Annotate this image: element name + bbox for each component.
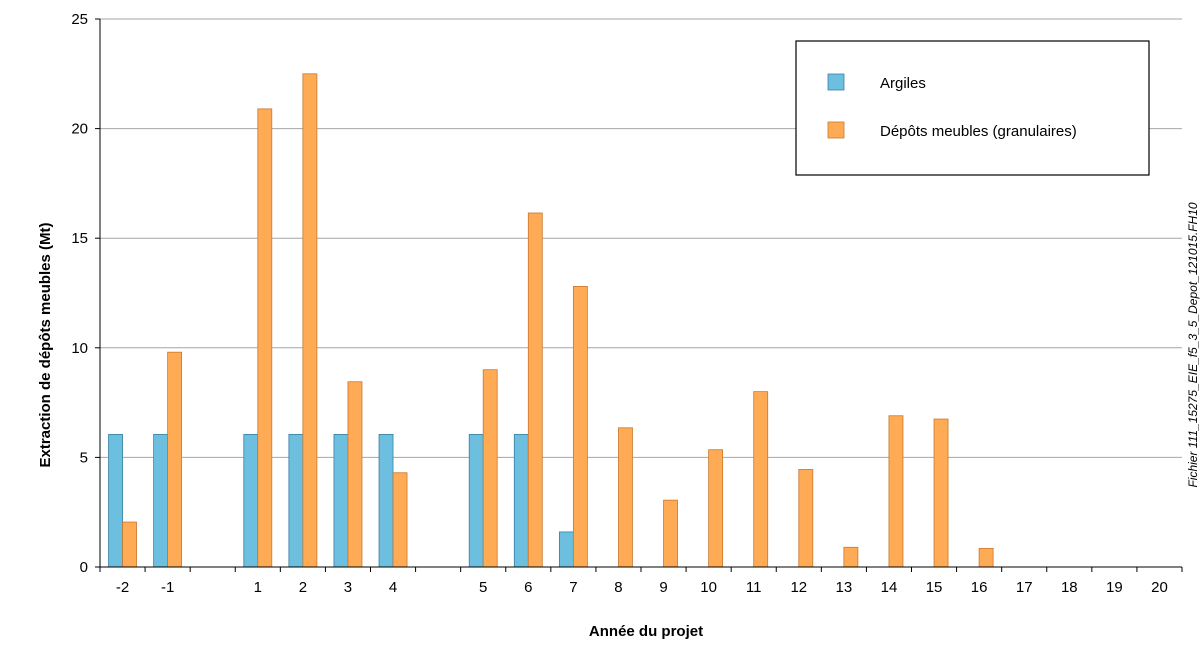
bar-argiles-3 bbox=[333, 433, 349, 568]
x-axis-ticks: -2 -1 1 2 3 4 5 6 7 8 9 10 11 12 13 14 15 16 17 18 19 20 bbox=[99, 567, 1183, 596]
x-tick-label: 2 bbox=[299, 579, 307, 596]
x-tick-label: 17 bbox=[1016, 579, 1033, 596]
x-tick-label: 6 bbox=[524, 579, 532, 596]
x-tick-label: -2 bbox=[116, 579, 129, 596]
x-tick-label: 15 bbox=[926, 579, 943, 596]
bar-depots-meubles-12 bbox=[798, 469, 814, 568]
bar-depots-meubles-7 bbox=[572, 286, 588, 568]
x-tick-label: 12 bbox=[790, 579, 807, 596]
x-tick-label: 20 bbox=[1151, 579, 1168, 596]
bar-depots-meubles-3 bbox=[347, 381, 363, 568]
x-tick-label: 7 bbox=[569, 579, 577, 596]
x-tick-label: 16 bbox=[971, 579, 988, 596]
y-tick-label: 20 bbox=[71, 121, 88, 138]
x-tick-label: 8 bbox=[614, 579, 622, 596]
x-tick-label: 13 bbox=[836, 579, 853, 596]
bar-argiles-7 bbox=[558, 531, 574, 568]
legend: Argiles Dépôts meubles (granulaires) bbox=[795, 40, 1150, 176]
x-tick-label: -1 bbox=[161, 579, 174, 596]
file-reference-note: Fichier 111_15275_EIE_f5_3_5_Depot_12101… bbox=[1186, 202, 1200, 487]
bar-depots-meubles-8 bbox=[618, 427, 633, 568]
bar-depots-meubles-13 bbox=[843, 546, 859, 568]
bar-argiles-6 bbox=[513, 433, 529, 568]
x-tick-label: 4 bbox=[389, 579, 397, 596]
bar-argiles--2 bbox=[108, 433, 123, 568]
x-tick-label: 10 bbox=[700, 579, 717, 596]
bar-argiles-5 bbox=[468, 433, 484, 568]
bar-depots-meubles-6 bbox=[527, 212, 543, 568]
bar-depots-meubles--2 bbox=[122, 521, 137, 568]
y-tick-label: 5 bbox=[80, 449, 88, 466]
y-tick-label: 0 bbox=[80, 559, 88, 576]
legend-label-argiles: Argiles bbox=[880, 75, 926, 92]
bar-depots-meubles-11 bbox=[753, 391, 769, 568]
bar-depots-meubles--1 bbox=[167, 351, 183, 568]
bar-depots-meubles-4 bbox=[392, 472, 408, 568]
y-tick-label: 15 bbox=[71, 230, 88, 247]
bar-argiles-2 bbox=[288, 433, 304, 568]
x-tick-label: 5 bbox=[479, 579, 487, 596]
bar-depots-meubles-15 bbox=[933, 418, 949, 568]
x-tick-label: 11 bbox=[746, 579, 762, 596]
y-axis-ticks: 0 5 10 15 20 25 bbox=[71, 11, 100, 576]
bar-depots-meubles-9 bbox=[663, 499, 678, 568]
legend-swatch-argiles bbox=[827, 73, 845, 91]
bar-depots-meubles-1 bbox=[257, 108, 273, 568]
y-axis-title: Extraction de dépôts meubles (Mt) bbox=[37, 222, 54, 467]
legend-swatch-depots-meubles bbox=[827, 121, 845, 139]
bar-depots-meubles-10 bbox=[708, 449, 724, 568]
bar-depots-meubles-16 bbox=[978, 547, 994, 568]
bar-argiles--1 bbox=[153, 433, 169, 568]
bar-argiles-1 bbox=[243, 433, 259, 568]
x-tick-label: 19 bbox=[1106, 579, 1123, 596]
x-tick-label: 14 bbox=[881, 579, 898, 596]
y-tick-label: 25 bbox=[71, 11, 88, 28]
legend-box bbox=[795, 40, 1150, 176]
x-tick-label: 18 bbox=[1061, 579, 1078, 596]
bar-depots-meubles-5 bbox=[482, 369, 498, 568]
x-tick-label: 9 bbox=[659, 579, 667, 596]
x-tick-label: 3 bbox=[344, 579, 352, 596]
bar-argiles-4 bbox=[378, 433, 394, 568]
bar-depots-meubles-2 bbox=[302, 73, 318, 568]
legend-label-depots-meubles: Dépôts meubles (granulaires) bbox=[880, 123, 1077, 140]
x-axis-title: Année du projet bbox=[589, 623, 703, 640]
x-tick-label: 1 bbox=[254, 579, 262, 596]
bar-depots-meubles-14 bbox=[888, 415, 904, 568]
y-tick-label: 10 bbox=[71, 340, 88, 357]
